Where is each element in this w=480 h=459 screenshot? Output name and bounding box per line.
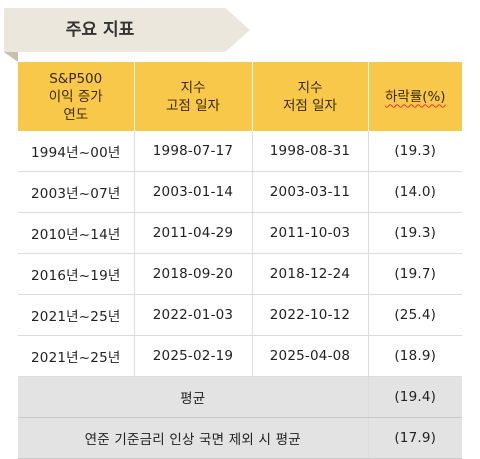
header-decline-rate: 하락률(%) [368, 62, 462, 131]
average-row: 평균 (19.4) [18, 376, 462, 418]
cell-peak: 2018-09-20 [134, 253, 253, 295]
cell-period: 1994년~00년 [18, 131, 135, 172]
cell-trough: 2018-12-24 [252, 253, 369, 295]
average-excluding-hikes-label: 연준 기준금리 인상 국면 제외 시 평균 [18, 417, 369, 459]
table-row: 2021년~25년 2022-01-03 2022-10-12 (25.4) [18, 294, 462, 336]
header-period: S&P500 이익 증가 연도 [18, 62, 135, 131]
cell-trough: 2025-04-08 [252, 335, 369, 377]
average-excluding-hikes-value: (17.9) [368, 417, 462, 459]
banner-fold [4, 52, 18, 62]
cell-period: 2003년~07년 [18, 171, 135, 213]
cell-decline: (25.4) [368, 294, 462, 336]
header-trough-date: 지수 저점 일자 [252, 62, 369, 131]
average-value: (19.4) [368, 376, 462, 418]
cell-peak: 2025-02-19 [134, 335, 253, 377]
cell-period: 2021년~25년 [18, 335, 135, 377]
cell-trough: 2011-10-03 [252, 212, 369, 254]
header-decline-label: 하락률(%) [384, 88, 446, 105]
cell-decline: (19.3) [368, 212, 462, 254]
cell-period: 2016년~19년 [18, 253, 135, 295]
cell-trough: 2022-10-12 [252, 294, 369, 336]
cell-period: 2021년~25년 [18, 294, 135, 336]
table-row: 1994년~00년 1998-07-17 1998-08-31 (19.3) [18, 131, 462, 172]
cell-trough: 2003-03-11 [252, 171, 369, 213]
table-row: 2016년~19년 2018-09-20 2018-12-24 (19.7) [18, 253, 462, 295]
header-peak-date: 지수 고점 일자 [134, 62, 253, 131]
header-trough-label: 지수 저점 일자 [283, 79, 337, 114]
indicator-table: S&P500 이익 증가 연도 지수 고점 일자 지수 저점 일자 하락률(%)… [18, 62, 462, 459]
cell-decline: (18.9) [368, 335, 462, 377]
cell-decline: (19.7) [368, 253, 462, 295]
title-banner [4, 8, 250, 52]
page-title: 주요 지표 [65, 20, 135, 40]
cell-peak: 1998-07-17 [134, 131, 253, 172]
header-period-label: S&P500 이익 증가 연도 [48, 70, 103, 123]
header-peak-label: 지수 고점 일자 [166, 79, 220, 114]
table-row: 2010년~14년 2011-04-29 2011-10-03 (19.3) [18, 212, 462, 254]
cell-period: 2010년~14년 [18, 212, 135, 254]
header-row: S&P500 이익 증가 연도 지수 고점 일자 지수 저점 일자 하락률(%) [18, 62, 462, 131]
cell-decline: (19.3) [368, 131, 462, 172]
cell-decline: (14.0) [368, 171, 462, 213]
table-row: 2021년~25년 2025-02-19 2025-04-08 (18.9) [18, 335, 462, 377]
cell-trough: 1998-08-31 [252, 131, 369, 172]
cell-peak: 2011-04-29 [134, 212, 253, 254]
cell-peak: 2022-01-03 [134, 294, 253, 336]
average-excluding-hikes-row: 연준 기준금리 인상 국면 제외 시 평균 (17.9) [18, 417, 462, 459]
average-label: 평균 [18, 376, 369, 418]
cell-peak: 2003-01-14 [134, 171, 253, 213]
table-row: 2003년~07년 2003-01-14 2003-03-11 (14.0) [18, 171, 462, 213]
